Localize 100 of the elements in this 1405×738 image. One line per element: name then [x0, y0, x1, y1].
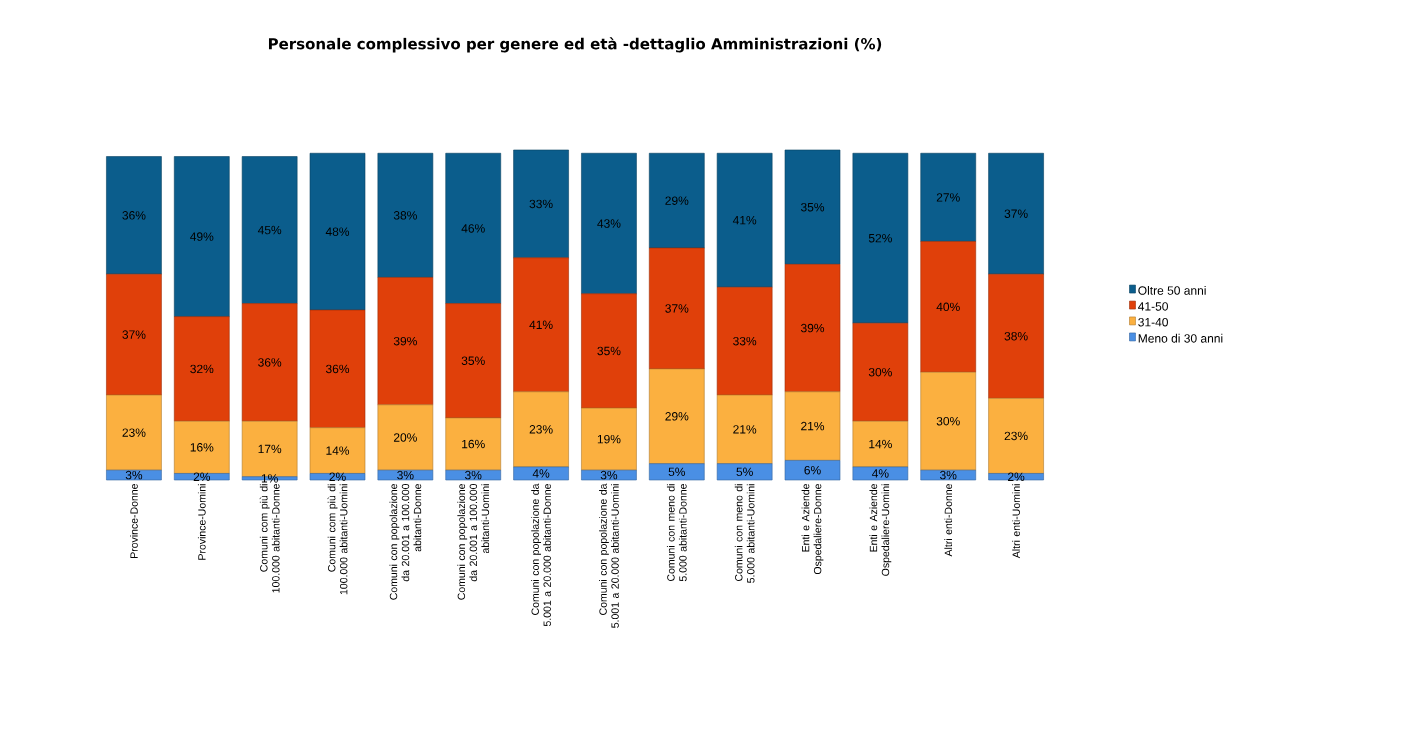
- data-label: 3%: [397, 470, 414, 480]
- bar: [513, 257, 569, 393]
- data-label: 4%: [532, 469, 550, 478]
- bar: [581, 407, 637, 471]
- bar: [852, 322, 909, 422]
- data-label: 6%: [804, 465, 821, 475]
- data-label: 30%: [936, 416, 960, 426]
- bar: [920, 241, 977, 373]
- data-label: 5%: [736, 467, 753, 477]
- x-tick-label: Altri enti-Donne: [944, 484, 953, 557]
- bar: [784, 149, 841, 265]
- bar: [309, 152, 366, 311]
- data-label: 21%: [801, 421, 825, 431]
- bar: [581, 152, 637, 295]
- data-label: 41%: [732, 216, 757, 225]
- bar: [445, 417, 502, 471]
- data-label: 35%: [461, 356, 485, 365]
- x-tick-label: Province-Donne: [130, 484, 138, 558]
- bar: [716, 152, 773, 288]
- bar: [648, 463, 705, 481]
- bar: [920, 469, 977, 481]
- data-label: 33%: [529, 199, 553, 209]
- bar: [988, 473, 1044, 481]
- bar: [377, 469, 434, 481]
- bar: [784, 391, 841, 461]
- bar: [581, 293, 637, 409]
- legend-label: 31-40: [1138, 317, 1168, 327]
- bar: [784, 264, 841, 393]
- data-label: 30%: [868, 367, 892, 377]
- bar: [513, 149, 569, 259]
- x-tick-label: Enti e Aziende Ospedaliere-Uomini: [869, 484, 892, 576]
- data-label: 38%: [393, 211, 417, 220]
- bar: [106, 394, 162, 471]
- data-label: 29%: [665, 412, 689, 421]
- bar: [648, 152, 705, 249]
- x-tick-label: Comuni con meno di 5.000 abitanti-Uomini: [734, 484, 755, 583]
- data-label: 37%: [1004, 209, 1028, 218]
- x-tick-label: Comuni con popolazione da 20.001 a 100.000 abitanti-Donne: [389, 483, 422, 600]
- x-tick-label: Comuni con popolazione da 5.001 a 20.000 abitanti-Uomini: [599, 483, 619, 628]
- x-tick-label: Comuni con meno di 5.000 abitanti-Donne: [666, 484, 687, 582]
- bar: [716, 394, 773, 464]
- data-label: 14%: [869, 439, 892, 449]
- data-label: 21%: [733, 425, 757, 434]
- bar: [513, 466, 569, 481]
- data-label: 20%: [393, 433, 417, 442]
- data-label: 39%: [393, 336, 417, 346]
- data-label: 3%: [465, 470, 482, 480]
- bar: [173, 316, 230, 422]
- bar: [784, 460, 841, 481]
- data-label: 23%: [1004, 431, 1028, 441]
- data-label: 36%: [258, 358, 282, 367]
- data-label: 39%: [800, 323, 825, 333]
- data-label: 23%: [529, 425, 553, 434]
- data-label: 3%: [125, 470, 143, 480]
- bar: [988, 273, 1044, 399]
- legend-label: Oltre 50 anni: [1138, 285, 1206, 295]
- data-label: 23%: [122, 428, 146, 437]
- x-tick-label: Comuni com più di 100.000 abitanti-Donne: [259, 484, 280, 593]
- data-label: 37%: [122, 330, 146, 339]
- data-label: 16%: [190, 443, 214, 452]
- legend-label: Meno di 30 anni: [1138, 333, 1223, 343]
- data-label: 46%: [461, 224, 485, 233]
- data-label: 35%: [800, 202, 825, 212]
- bar: [309, 427, 366, 474]
- bar: [377, 404, 434, 471]
- bar: [106, 469, 162, 481]
- data-label: 4%: [871, 469, 889, 478]
- bar: [852, 466, 909, 481]
- bar: [648, 247, 705, 370]
- bar: [581, 469, 637, 481]
- bar: [173, 420, 230, 474]
- x-tick-label: Comuni con popolazione da 5.001 a 20.000 abitanti-Donne: [531, 483, 551, 627]
- data-label: 49%: [190, 232, 214, 241]
- data-label: 3%: [940, 470, 957, 480]
- data-label: 3%: [600, 470, 618, 480]
- bar: [988, 398, 1044, 474]
- bar: [173, 473, 230, 481]
- data-label: 48%: [325, 227, 350, 236]
- data-label: 17%: [258, 444, 282, 454]
- bar: [377, 152, 434, 278]
- x-tick-label: Enti e Aziende Ospedaliere-Donne: [801, 484, 824, 575]
- data-label: 41%: [529, 320, 553, 329]
- bar: [716, 286, 773, 396]
- data-label: 35%: [597, 346, 621, 356]
- data-label: 45%: [257, 225, 282, 235]
- bar: [377, 277, 434, 406]
- data-label: 36%: [122, 211, 146, 220]
- bar: [852, 152, 909, 324]
- data-label: 2%: [193, 472, 211, 481]
- data-label: 33%: [733, 336, 757, 346]
- data-label: 27%: [936, 193, 960, 202]
- data-label: 52%: [868, 233, 892, 243]
- legend-label: 41-50: [1138, 302, 1168, 311]
- data-label: 36%: [325, 364, 350, 374]
- data-label: 37%: [665, 304, 689, 313]
- data-label: 40%: [936, 302, 960, 312]
- bar: [309, 473, 366, 481]
- data-label: 5%: [668, 467, 686, 477]
- x-tick-label: Comuni com più di 100.000 abitanti-Uomini: [327, 484, 348, 595]
- x-tick-label: Province-Uomini: [197, 484, 206, 560]
